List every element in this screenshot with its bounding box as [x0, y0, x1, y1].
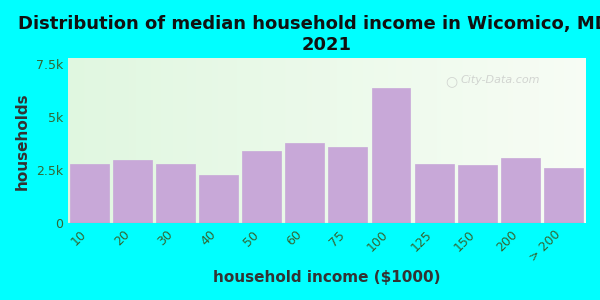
X-axis label: household income ($1000): household income ($1000): [212, 270, 440, 285]
Bar: [415, 164, 454, 223]
Bar: [328, 147, 367, 223]
Bar: [501, 158, 540, 223]
Bar: [70, 164, 109, 223]
Bar: [113, 160, 152, 223]
Bar: [199, 175, 238, 223]
Bar: [242, 151, 281, 223]
Bar: [371, 88, 410, 223]
Bar: [286, 143, 324, 223]
Bar: [156, 164, 195, 223]
Bar: [458, 165, 497, 223]
Bar: [544, 168, 583, 223]
Text: ○: ○: [445, 75, 457, 88]
Y-axis label: households: households: [15, 92, 30, 190]
Text: City-Data.com: City-Data.com: [461, 75, 541, 85]
Title: Distribution of median household income in Wicomico, MD in
2021: Distribution of median household income …: [18, 15, 600, 54]
